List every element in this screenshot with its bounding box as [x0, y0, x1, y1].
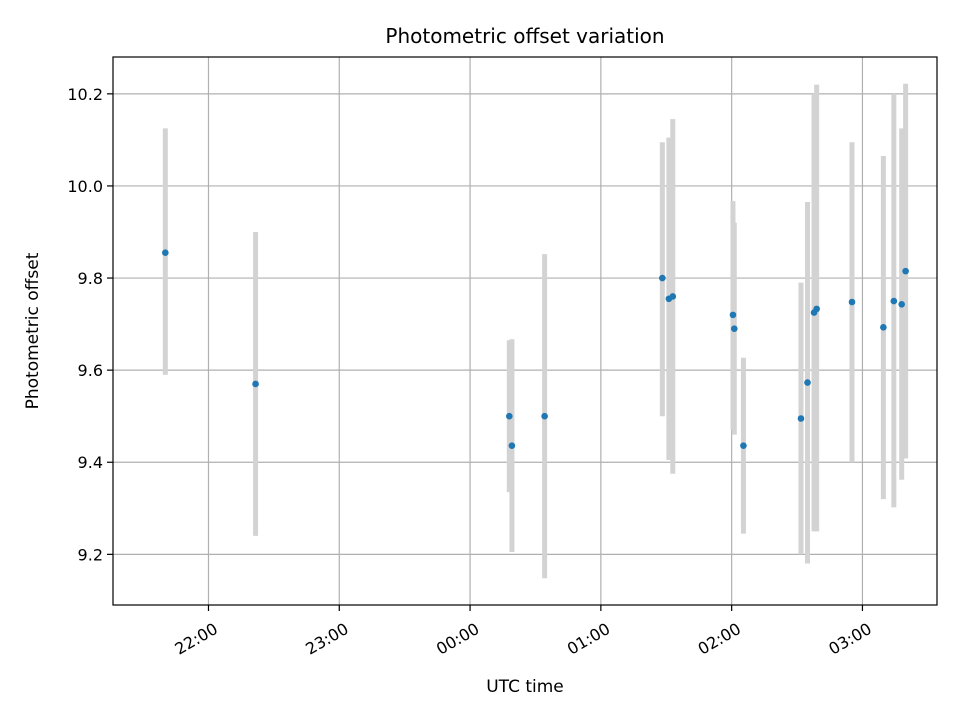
data-point [252, 380, 259, 388]
data-point [902, 267, 909, 275]
data-points [162, 249, 909, 449]
plot-area-frame [112, 56, 938, 606]
data-point [740, 442, 747, 449]
y-tick-label: 10.0 [67, 177, 103, 196]
data-point [848, 298, 856, 306]
data-point [797, 415, 805, 422]
data-point [813, 305, 820, 313]
data-point [730, 325, 738, 332]
data-point [508, 442, 516, 449]
x-tick-label: 22:00 [171, 619, 220, 659]
y-tick-label: 9.4 [78, 453, 103, 472]
data-point [162, 249, 169, 257]
errorbars [162, 83, 909, 579]
data-point [890, 297, 898, 305]
y-tick-label: 9.2 [78, 545, 103, 564]
x-tick-label: 00:00 [433, 619, 482, 659]
y-axis-label: Photometric offset [23, 252, 43, 409]
chart-title: Photometric offset variation [385, 24, 664, 48]
data-point [804, 379, 811, 386]
data-point [541, 412, 548, 420]
data-point [669, 293, 677, 300]
y-axis-ticks: 9.2 9.4 9.6 9.8 10.0 10.2 [67, 85, 113, 564]
x-tick-label: 01:00 [564, 619, 613, 659]
y-tick-label: 10.2 [67, 85, 103, 104]
x-tick-label: 23:00 [302, 619, 351, 659]
x-tick-label: 02:00 [695, 619, 744, 659]
data-point [898, 300, 905, 308]
data-point [506, 412, 513, 420]
x-tick-label: 03:00 [825, 619, 874, 659]
y-tick-label: 9.8 [78, 269, 103, 288]
x-axis-ticks: 22:00 23:00 00:00 01:00 02:00 03:00 [171, 605, 875, 659]
y-tick-label: 9.6 [78, 361, 103, 380]
data-point [880, 324, 887, 331]
x-axis-label: UTC time [486, 677, 564, 697]
data-point [729, 311, 737, 319]
data-point [659, 274, 666, 282]
